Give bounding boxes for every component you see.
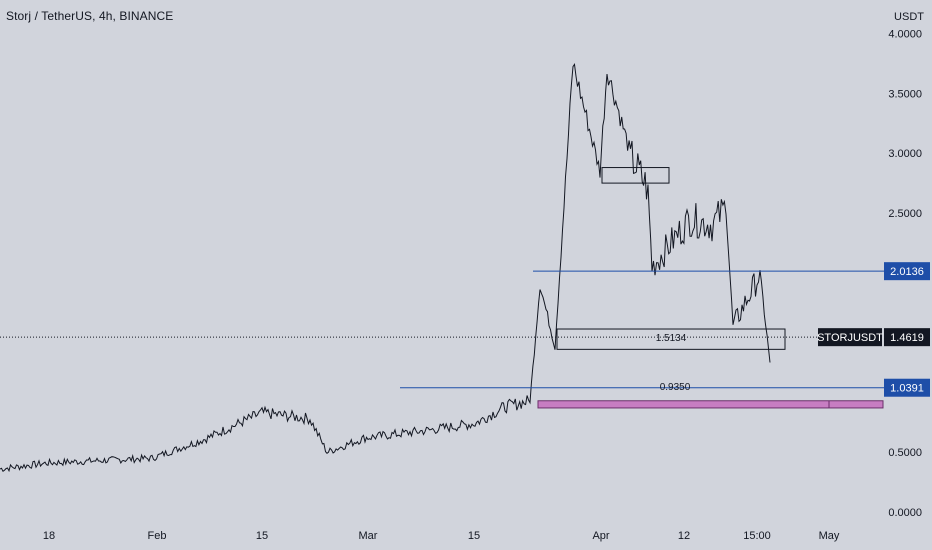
zone-purple: [537, 400, 884, 409]
x-tick-label: 15: [468, 530, 480, 542]
annotation-label-1: 0.9350: [660, 382, 691, 393]
x-tick-label: Mar: [359, 530, 378, 542]
y-tick-label: 3.5000: [888, 88, 922, 100]
symbol-badge: [818, 328, 882, 347]
x-tick-label: 18: [43, 530, 55, 542]
x-tick-label: 15:00: [743, 530, 771, 542]
y-tick-label: 0.5000: [888, 447, 922, 459]
y-tick-label: 3.0000: [888, 148, 922, 160]
zone-upper-box: [601, 167, 670, 184]
symbol-title: Storj / TetherUS, 4h, BINANCE: [6, 9, 174, 23]
x-tick-label: 15: [256, 530, 268, 542]
level-price-badge: [884, 262, 930, 281]
x-tick-label: May: [819, 530, 840, 542]
level-price-badge-label: 1.0391: [890, 383, 924, 395]
zone-middle-box: [556, 328, 786, 350]
x-tick-label: Apr: [592, 530, 609, 542]
level-price-badge-label: 2.0136: [890, 266, 924, 278]
y-tick-label: 2.5000: [888, 208, 922, 220]
y-tick-label: 0.0000: [888, 507, 922, 519]
current-price-badge: [884, 328, 930, 347]
x-tick-label: 12: [678, 530, 690, 542]
level-price-badge: [884, 378, 930, 397]
current-price-badge-label: 1.4619: [890, 332, 924, 344]
symbol-badge-label: STORJUSDT: [817, 332, 883, 344]
y-tick-label: 4.0000: [888, 29, 922, 41]
price-series-line: [0, 63, 771, 473]
x-tick-label: Feb: [148, 530, 167, 542]
annotation-label-0: 1.5134: [656, 333, 687, 344]
currency-unit: USDT: [894, 11, 924, 23]
